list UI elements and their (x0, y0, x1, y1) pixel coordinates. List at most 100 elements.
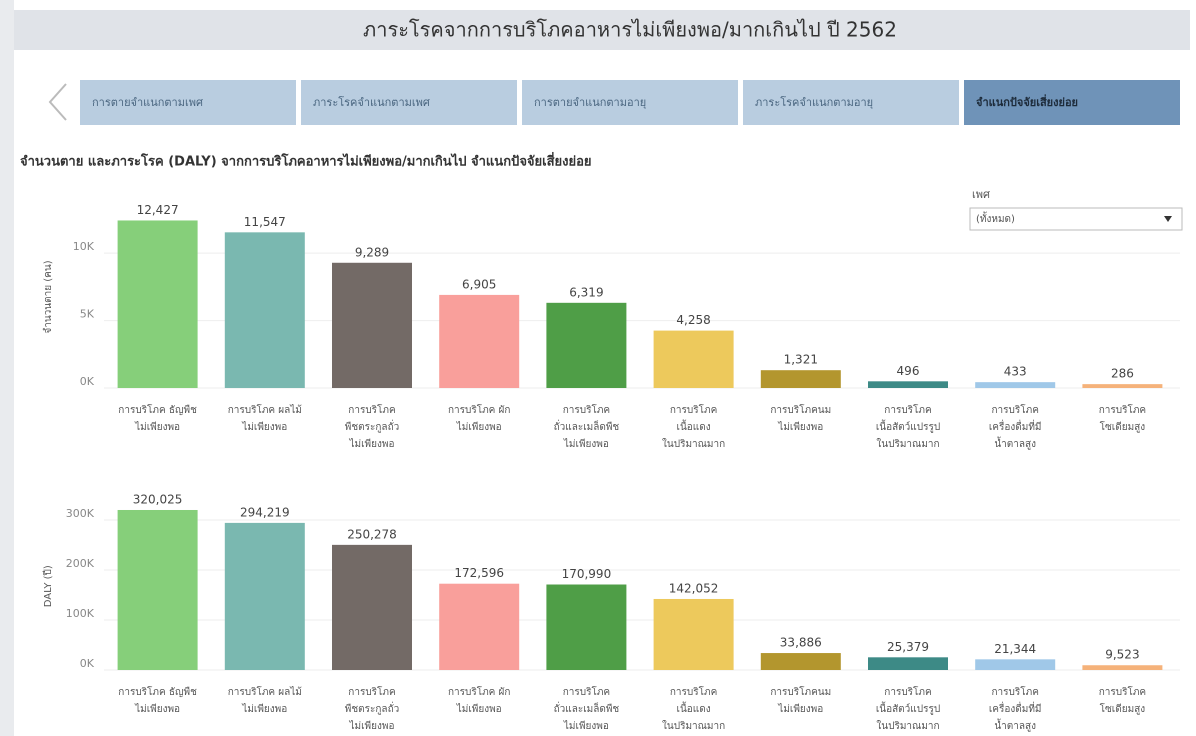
tab-label: การตายจำแนกตามอายุ (534, 96, 646, 109)
x-tick-label: การบริโภค (348, 685, 395, 698)
bar (117, 509, 198, 670)
bar (653, 598, 734, 670)
x-tick-label: เนื้อแดง (677, 419, 711, 433)
value-label: 9,289 (355, 245, 389, 259)
x-tick-label: ไม่เพียงพอ (563, 438, 609, 450)
value-label: 433 (1004, 365, 1027, 379)
filter-value: (ทั้งหมด) (976, 211, 1015, 225)
bar (439, 294, 520, 388)
x-tick-label: การบริโภค (884, 403, 931, 416)
value-label: 6,905 (462, 277, 496, 291)
dropdown-caret (1164, 216, 1172, 222)
x-tick-label: การบริโภคนม (770, 685, 831, 698)
x-tick-label: การบริโภค ผลไม้ (228, 403, 302, 416)
bar (975, 382, 1056, 388)
tab[interactable] (743, 80, 959, 125)
value-label: 6,319 (569, 285, 603, 299)
y-tick-label: 0K (80, 657, 95, 670)
x-tick-label: การบริโภค (670, 403, 717, 416)
y-tick-label: 5K (80, 308, 95, 321)
x-tick-label: เครื่องดื่มที่มี (989, 701, 1042, 715)
value-label: 21,344 (994, 642, 1036, 656)
tab[interactable] (80, 80, 296, 125)
value-label: 9,523 (1105, 648, 1139, 662)
page-title: ภาระโรคจากการบริโภคอาหารไม่เพียงพอ/มากเก… (363, 18, 897, 42)
y-axis-label: DALY (ปี) (42, 565, 54, 607)
x-tick-label: การบริโภค ธัญพืช (118, 685, 197, 698)
x-tick-label: การบริโภค ผัก (448, 403, 511, 416)
x-tick-label: ไม่เพียงพอ (241, 703, 287, 715)
x-tick-label: การบริโภค ธัญพืช (118, 403, 197, 416)
subtitle: จำนวนตาย และภาระโรค (DALY) จากการบริโภคอ… (20, 152, 592, 170)
filter-label: เพศ (972, 188, 990, 201)
bar (117, 220, 198, 388)
x-tick-label: โซเดียมสูง (1100, 702, 1146, 715)
bar (760, 370, 841, 388)
x-tick-label: ไม่เพียงพอ (241, 421, 287, 433)
bar (439, 583, 520, 670)
x-tick-label: พืชตระกูลถั่ว (345, 419, 399, 433)
x-tick-label: การบริโภค (1099, 403, 1146, 416)
x-tick-label: การบริโภค (670, 685, 717, 698)
bar (868, 657, 948, 670)
x-tick-label: เครื่องดื่มที่มี (989, 419, 1042, 433)
value-label: 33,886 (780, 636, 822, 650)
bar (975, 659, 1056, 670)
tab[interactable] (964, 80, 1180, 125)
left-strip (0, 0, 14, 736)
tab[interactable] (301, 80, 517, 125)
x-tick-label: ไม่เพียงพอ (456, 703, 502, 715)
x-tick-label: ในปริมาณมาก (662, 720, 725, 732)
x-tick-label: น้ำตาลสูง (994, 718, 1036, 732)
x-tick-label: การบริโภค (991, 403, 1038, 416)
x-tick-label: ในปริมาณมาก (662, 438, 725, 450)
x-tick-label: ถั่วและเมล็ดพืช (554, 701, 620, 715)
value-label: 286 (1111, 367, 1134, 381)
bar (653, 330, 734, 388)
x-tick-label: ไม่เพียงพอ (349, 438, 395, 450)
x-tick-label: การบริโภค (563, 403, 610, 416)
x-tick-label: ไม่เพียงพอ (777, 421, 823, 433)
x-tick-label: ไม่เพียงพอ (456, 421, 502, 433)
tab-label: ภาระโรคจำแนกตามเพศ (313, 95, 430, 109)
x-tick-label: การบริโภค ผลไม้ (228, 685, 302, 698)
x-tick-label: ไม่เพียงพอ (563, 720, 609, 732)
bar (1082, 665, 1163, 670)
value-label: 12,427 (137, 203, 179, 217)
value-label: 250,278 (347, 527, 397, 541)
bar (224, 232, 305, 388)
value-label: 11,547 (244, 215, 286, 229)
bar (546, 302, 627, 388)
header-bar (14, 10, 1190, 50)
value-label: 25,379 (887, 640, 929, 654)
tab[interactable] (522, 80, 738, 125)
x-tick-label: เนื้อแดง (677, 701, 711, 715)
y-tick-label: 300K (66, 507, 95, 520)
x-tick-label: ในปริมาณมาก (876, 438, 939, 450)
x-tick-label: พืชตระกูลถั่ว (345, 701, 399, 715)
value-label: 170,990 (562, 567, 612, 581)
y-tick-label: 10K (73, 240, 95, 253)
value-label: 142,052 (669, 581, 719, 595)
x-tick-label: ไม่เพียงพอ (777, 703, 823, 715)
y-tick-label: 100K (66, 607, 95, 620)
value-label: 294,219 (240, 505, 290, 519)
x-tick-label: การบริโภค (884, 685, 931, 698)
x-tick-label: โซเดียมสูง (1100, 420, 1146, 433)
bar (868, 381, 948, 388)
tab-bar: การตายจำแนกตามเพศ ภาระโรคจำแนกตามเพศ การตา… (80, 80, 1180, 125)
filter-dropdown[interactable] (969, 207, 1183, 231)
x-tick-label: ในปริมาณมาก (876, 720, 939, 732)
prev-arrow[interactable] (48, 83, 67, 121)
y-tick-label: 0K (80, 375, 95, 388)
x-tick-label: ไม่เพียงพอ (349, 720, 395, 732)
value-label: 1,321 (784, 353, 818, 367)
x-tick-label: เนื้อสัตว์แปรรูป (876, 701, 940, 715)
value-label: 172,596 (454, 566, 504, 580)
bar (332, 262, 412, 388)
y-axis-label: จำนวนตาย (คน) (43, 260, 54, 333)
x-tick-label: การบริโภค (1099, 685, 1146, 698)
tab-label: การตายจำแนกตามเพศ (92, 96, 203, 109)
x-tick-label: ไม่เพียงพอ (134, 703, 180, 715)
